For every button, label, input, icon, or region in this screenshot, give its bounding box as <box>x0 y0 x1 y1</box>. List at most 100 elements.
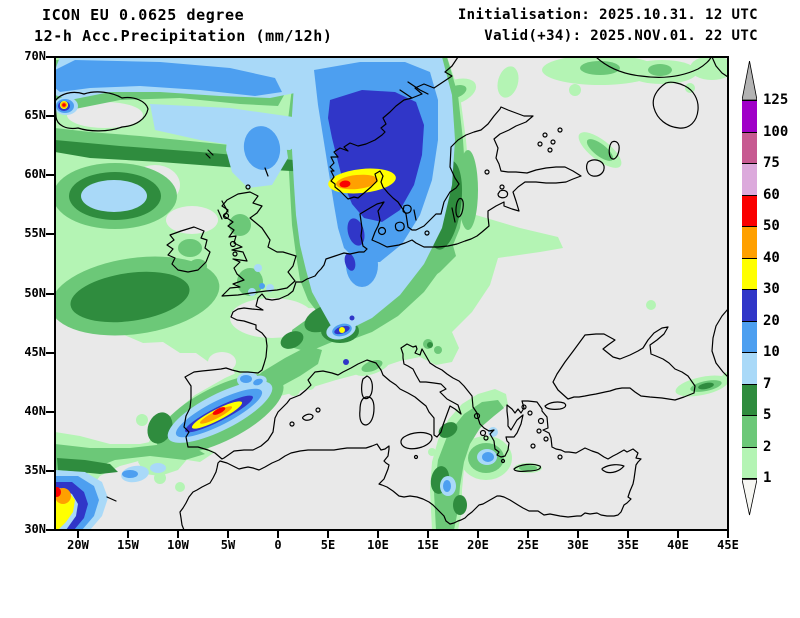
precip-layer-10-20mm-shape <box>482 452 494 462</box>
precip-layer-30-40mm-shape <box>339 327 345 333</box>
lon-tick-label: 5W <box>220 538 236 552</box>
lat-tick-label: 45N <box>24 344 46 359</box>
precip-layer-2-5mm-shape <box>361 359 383 373</box>
island-limnos <box>527 410 533 416</box>
lon-tick-label: 10E <box>367 538 389 552</box>
colorbar-value-label: 1 <box>763 470 772 486</box>
colorbar-cell <box>742 257 757 290</box>
precip-layer-1-2mm-shape <box>136 414 148 426</box>
precip-layer-7-10mm-shape <box>81 180 147 212</box>
finnish-lake <box>550 139 556 145</box>
lon-tick-label: 30E <box>567 538 589 552</box>
island-bornholm <box>424 230 430 236</box>
island-saaremaa <box>497 189 509 199</box>
lat-tick-mark <box>46 351 54 354</box>
lon-tick-mark <box>377 531 379 538</box>
precip-layer-10-20mm-shape <box>346 243 378 287</box>
lon-tick-label: 45E <box>717 538 739 552</box>
precip-layer-2-5mm-shape <box>237 268 263 296</box>
island-skye <box>222 212 230 220</box>
precip-layer-20-30mm-shape <box>344 253 356 271</box>
lon-tick-mark <box>127 531 129 538</box>
lon-tick-mark <box>277 531 279 538</box>
island-naxos <box>530 443 536 449</box>
lon-tick-label: 10W <box>167 538 189 552</box>
precip-layer-1-2mm-shape <box>497 66 519 98</box>
precip-layer-50-60mm-shape <box>212 407 226 415</box>
precip-layer-1-2mm-shape <box>288 384 300 396</box>
precip-layer-1-2mm-shape <box>175 482 185 492</box>
lat-tick-mark <box>46 529 54 531</box>
coast-great-britain <box>221 191 297 297</box>
lat-tick-mark <box>46 115 54 118</box>
precip-layer-5-7mm-shape <box>147 412 173 444</box>
island-thasos <box>521 404 527 410</box>
colorbar-cell <box>742 320 757 353</box>
island-zakynthos <box>483 435 489 441</box>
precip-layer-10-20mm-shape <box>443 480 451 492</box>
precip-layer-1-2mm-shape <box>690 57 728 80</box>
lon-tick-mark <box>577 531 579 538</box>
map-shape <box>55 57 728 530</box>
precip-layer-5-7mm-shape <box>70 271 190 323</box>
lon-tick-mark <box>227 531 229 538</box>
colorbar-value-label: 20 <box>763 312 780 329</box>
lon-tick-mark <box>627 531 629 538</box>
precip-layer-2-5mm-shape <box>519 465 537 471</box>
model-title: ICON EU 0.0625 degree <box>42 6 245 24</box>
precip-layer-7-10mm-shape <box>328 242 344 254</box>
precip-layer-2-5mm-shape <box>434 346 442 354</box>
lat-tick-label: 55N <box>24 226 46 241</box>
colorbar-value-label: 2 <box>763 438 772 455</box>
precip-layer-20-30mm-shape <box>347 218 365 246</box>
island-shetland <box>264 167 269 177</box>
coast-black-sea <box>552 326 696 401</box>
precip-layer-2-5mm-shape <box>586 139 614 161</box>
island-aland <box>484 169 490 175</box>
precip-layer-1-2mm-shape <box>154 472 166 484</box>
island-zealand <box>394 221 405 232</box>
precip-layer-7-10mm-shape <box>150 463 166 473</box>
precip-layer-10-20mm-shape <box>253 378 263 386</box>
precip-layer-5-7mm-shape <box>57 458 118 474</box>
island-kythira <box>500 458 506 464</box>
precip-layer-5-7mm-shape <box>453 495 467 515</box>
island-sicily <box>400 431 433 450</box>
coast-kanin <box>711 57 728 78</box>
island-malta <box>413 454 419 460</box>
lon-tick-label: 20E <box>467 538 489 552</box>
island-cyprus <box>601 464 625 474</box>
lat-tick-mark <box>46 410 54 413</box>
colorbar-cell <box>742 383 757 416</box>
precip-layer-5-7mm-shape <box>438 422 458 438</box>
lon-tick-label: 0 <box>274 538 282 552</box>
island-rhodes <box>557 454 563 460</box>
colorbar-cell <box>742 100 757 133</box>
lat-tick-mark <box>46 56 54 58</box>
island-orkney <box>245 184 251 190</box>
precip-layer-10-20mm-shape <box>55 476 99 530</box>
island-uist <box>217 209 223 220</box>
precip-layer-2-5mm-shape <box>178 239 202 257</box>
precip-layer-2-5mm-shape <box>229 214 251 236</box>
lon-tick-label: 35E <box>617 538 639 552</box>
island-kefalonia <box>479 429 487 437</box>
lon-tick-mark <box>477 531 479 538</box>
coast-marmara <box>544 401 567 410</box>
finnish-lake <box>557 127 563 133</box>
island-lesbos <box>537 417 545 425</box>
island-ibiza <box>289 421 295 427</box>
coast-kola-barents <box>595 57 712 78</box>
precip-layer-50-60mm-shape <box>55 487 61 497</box>
lon-tick-label: 40E <box>667 538 689 552</box>
coast-iceland <box>55 91 149 132</box>
finnish-lake <box>537 141 543 147</box>
colorbar-over-triangle <box>742 61 757 100</box>
colorbar-value-label: 30 <box>763 281 780 297</box>
lat-tick-mark <box>46 292 54 295</box>
colorbar-value-label: 50 <box>763 218 780 234</box>
lat-tick-label: 50N <box>24 285 46 300</box>
lon-tick-mark <box>727 531 729 538</box>
